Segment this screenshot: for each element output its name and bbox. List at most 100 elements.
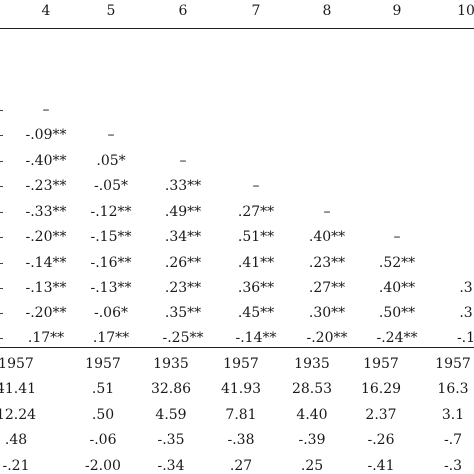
table-cell: -.7: [443, 432, 463, 448]
table-cell: .34**: [164, 229, 202, 245]
table-cell: .50: [91, 407, 115, 423]
table-cell: 1957: [85, 356, 121, 372]
table-cell: .33**: [164, 178, 202, 194]
table-cell: 41.41: [0, 381, 37, 397]
row-marker: [0, 237, 3, 238]
table-cell: -.06: [89, 432, 117, 448]
table-cell: 1935: [294, 356, 330, 372]
table-cell: .05*: [96, 153, 126, 169]
table-cell: -.26: [367, 432, 395, 448]
table-cell: 28.53: [291, 381, 333, 397]
column-header: 4: [41, 3, 51, 19]
section-rule: [0, 347, 474, 348]
table-cell: .49**: [164, 204, 202, 220]
table-cell: 3.1: [441, 407, 465, 423]
table-cell: 16.29: [360, 381, 402, 397]
table-cell: –: [252, 178, 260, 194]
table-cell: -.20**: [25, 229, 67, 245]
table-cell: -2.00: [85, 458, 121, 474]
table-cell: .27**: [237, 204, 275, 220]
row-marker: [0, 263, 3, 264]
table-cell: 32.86: [150, 381, 192, 397]
table-cell: -.16**: [90, 255, 132, 271]
table-cell: .27**: [308, 280, 346, 296]
table-cell: –: [107, 127, 115, 143]
table-cell: -.21: [2, 458, 30, 474]
table-cell: .51**: [237, 229, 275, 245]
table-cell: -.1: [456, 330, 474, 346]
table-cell: .17**: [92, 330, 130, 346]
table-cell: -.14**: [235, 330, 277, 346]
row-marker: [0, 186, 3, 187]
table-cell: –: [393, 229, 401, 245]
row-marker: [0, 161, 3, 162]
table-cell: –: [323, 204, 331, 220]
table-cell: -.24**: [376, 330, 418, 346]
column-header: 9: [392, 3, 402, 19]
table-cell: -.40**: [25, 153, 67, 169]
table-cell: 2.37: [365, 407, 397, 423]
table-cell: .48: [4, 432, 28, 448]
table-cell: 1957: [223, 356, 259, 372]
table-cell: .52**: [378, 255, 416, 271]
table-cell: 4.40: [296, 407, 328, 423]
row-marker: [0, 313, 3, 314]
table-cell: .30**: [308, 305, 346, 321]
table-cell: -.23**: [25, 178, 67, 194]
column-header: 8: [322, 3, 332, 19]
table-cell: .3: [459, 305, 473, 321]
table-cell: -.05*: [94, 178, 128, 194]
table-cell: -.20**: [25, 305, 67, 321]
table-cell: .40**: [378, 280, 416, 296]
table-cell: -.13**: [90, 280, 132, 296]
table-cell: -.39: [298, 432, 326, 448]
row-marker: [0, 110, 3, 111]
table-cell: .26**: [164, 255, 202, 271]
table-cell: .41**: [237, 255, 275, 271]
table-cell: .51: [91, 381, 115, 397]
row-marker: [0, 212, 3, 213]
table-cell: -.14**: [25, 255, 67, 271]
column-header: 10: [457, 3, 474, 19]
table-cell: 41.93: [220, 381, 262, 397]
table-cell: .36**: [237, 280, 275, 296]
table-cell: .40**: [308, 229, 346, 245]
table-cell: -.06*: [94, 305, 128, 321]
table-cell: –: [42, 102, 50, 118]
table-cell: .35**: [164, 305, 202, 321]
table-cell: 4.59: [155, 407, 187, 423]
table-cell: –: [179, 153, 187, 169]
table-cell: .17**: [27, 330, 65, 346]
table-cell: .23**: [308, 255, 346, 271]
row-marker: [0, 338, 3, 339]
table-cell: .45**: [237, 305, 275, 321]
table-cell: 7.81: [225, 407, 257, 423]
column-header: 7: [251, 3, 261, 19]
table-cell: -.41: [367, 458, 395, 474]
row-marker: [0, 135, 3, 136]
header-rule: [0, 28, 474, 29]
table-cell: -.33**: [25, 204, 67, 220]
table-cell: 1957: [0, 356, 34, 372]
table-cell: 16.3: [437, 381, 469, 397]
table-cell: -.20**: [306, 330, 348, 346]
table-cell: -.35: [157, 432, 185, 448]
table-cell: 1957: [363, 356, 399, 372]
table-cell: -.38: [227, 432, 255, 448]
table-cell: -.34: [157, 458, 185, 474]
table-cell: 1935: [153, 356, 189, 372]
table-cell: 12.24: [0, 407, 37, 423]
table-cell: .23**: [164, 280, 202, 296]
table-cell: .27: [229, 458, 253, 474]
row-marker: [0, 288, 3, 289]
table-cell: -.09**: [25, 127, 67, 143]
table-cell: -.13**: [25, 280, 67, 296]
table-cell: .25: [300, 458, 324, 474]
table-cell: -.15**: [90, 229, 132, 245]
table-cell: -.12**: [90, 204, 132, 220]
table-cell: 1957: [435, 356, 471, 372]
table-cell: -.25**: [162, 330, 204, 346]
column-header: 6: [178, 3, 188, 19]
table-cell: .50**: [378, 305, 416, 321]
